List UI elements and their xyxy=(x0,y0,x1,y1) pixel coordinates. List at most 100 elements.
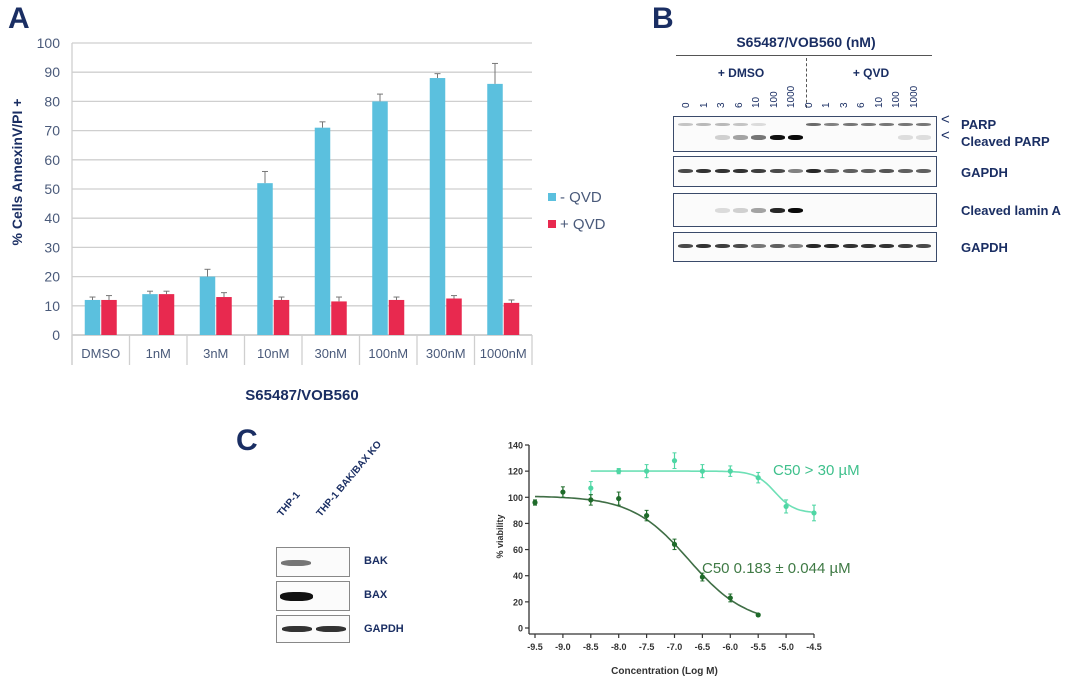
x-tick-label: 30nM xyxy=(314,346,347,361)
band xyxy=(861,169,876,173)
data-point xyxy=(671,541,678,547)
bar xyxy=(158,294,175,335)
y-tick-label: 120 xyxy=(508,467,523,477)
bar xyxy=(199,276,216,335)
band xyxy=(769,135,785,140)
band xyxy=(915,123,931,126)
band xyxy=(751,123,767,126)
band xyxy=(732,208,748,213)
band xyxy=(787,135,803,140)
band xyxy=(280,592,313,601)
y-tick-label: 50 xyxy=(44,181,60,197)
bar xyxy=(101,299,117,335)
x-tick-label: -7.5 xyxy=(639,642,655,652)
x-tick-label: -6.0 xyxy=(723,642,739,652)
band xyxy=(769,169,785,173)
y-tick-label: 80 xyxy=(44,93,60,109)
band xyxy=(751,208,767,213)
bar xyxy=(372,101,388,336)
data-point xyxy=(811,510,817,516)
band xyxy=(861,123,876,126)
row-label-parp: PARP xyxy=(961,117,997,132)
panel-b-letter: B xyxy=(652,2,674,35)
bar xyxy=(84,299,101,335)
bar xyxy=(216,297,232,335)
x-tick-label: -9.5 xyxy=(527,642,543,652)
data-point xyxy=(783,503,789,510)
band xyxy=(732,123,748,126)
band xyxy=(897,135,913,140)
band xyxy=(678,169,693,173)
legend-swatch xyxy=(548,193,556,201)
band xyxy=(787,244,803,248)
y-tick-label: 30 xyxy=(44,239,60,255)
bar xyxy=(446,298,462,335)
data-point xyxy=(616,468,622,474)
bar xyxy=(331,301,347,335)
x-tick-label: 300nM xyxy=(426,346,466,361)
band xyxy=(806,123,822,126)
panel-b-western-blot: S65487/VOB560 (nM) + DMSO + QVD 0 1 3 6 10 10… xyxy=(0,0,1080,300)
band xyxy=(842,169,858,173)
panel-a-bar-chart: 0 10 20 30 40 50 60 70 80 90 100 DMSO 1nM 3nM 10nM 30nM… xyxy=(9,35,606,404)
blot-cleaved-lamin-a xyxy=(673,193,937,227)
y-axis-label: % viability xyxy=(495,514,505,558)
band xyxy=(732,169,748,173)
band xyxy=(714,135,730,140)
y-tick-label: 60 xyxy=(513,545,523,555)
band xyxy=(769,244,785,248)
data-point xyxy=(532,499,538,506)
band xyxy=(751,244,767,248)
data-point xyxy=(755,612,761,618)
band xyxy=(714,244,730,248)
band xyxy=(915,135,931,140)
data-point xyxy=(560,489,566,495)
blot-bax xyxy=(276,581,350,611)
band xyxy=(824,123,840,126)
band xyxy=(732,244,748,248)
blot-b-title: S65487/VOB560 (nM) xyxy=(736,34,876,50)
x-tick-label: 1000nM xyxy=(480,346,527,361)
y-tick-label: 0 xyxy=(52,327,60,343)
band xyxy=(787,208,803,213)
bar xyxy=(314,127,331,336)
bar xyxy=(388,299,405,335)
y-tick-label: 100 xyxy=(508,493,523,503)
bar xyxy=(429,78,446,335)
row-label-cleaved-parp: Cleaved PARP xyxy=(961,134,1050,149)
ic50-annotation: C50 > 30 µM xyxy=(773,462,860,479)
y-tick-label: 40 xyxy=(513,571,523,581)
x-tick-label: -5.0 xyxy=(778,642,794,652)
band xyxy=(696,169,712,173)
x-tick-label: 3nM xyxy=(203,346,228,361)
band xyxy=(897,244,913,248)
data-point xyxy=(588,485,594,491)
y-tick-label: 80 xyxy=(513,519,523,529)
x-tick-label: -6.5 xyxy=(695,642,711,652)
data-point xyxy=(644,512,650,519)
y-tick-label: 0 xyxy=(518,624,523,634)
y-tick-label: 10 xyxy=(44,298,60,314)
band xyxy=(769,208,785,213)
band xyxy=(824,244,840,248)
blot-bak xyxy=(276,547,350,577)
bar xyxy=(487,83,503,335)
x-tick-label: -8.5 xyxy=(583,642,599,652)
y-tick-label: 90 xyxy=(44,64,60,80)
blot-gapdh-c xyxy=(276,615,350,643)
legend-label: - QVD xyxy=(560,189,602,206)
band xyxy=(879,244,895,248)
x-tick-label: DMSO xyxy=(81,346,120,361)
bar xyxy=(273,299,290,335)
band xyxy=(696,123,712,126)
data-point xyxy=(644,468,650,474)
row-label-bax: BAX xyxy=(364,589,388,601)
band xyxy=(678,123,693,126)
data-point xyxy=(671,458,678,464)
blot-gapdh-2 xyxy=(673,232,937,262)
x-axis-label: S65487/VOB560 xyxy=(245,387,358,404)
y-axis-label: % Cells AnnexinV/PI + xyxy=(9,99,25,246)
group-label-dmso: + DMSO xyxy=(717,66,765,80)
row-label-bak: BAK xyxy=(364,555,388,567)
band xyxy=(915,244,931,248)
